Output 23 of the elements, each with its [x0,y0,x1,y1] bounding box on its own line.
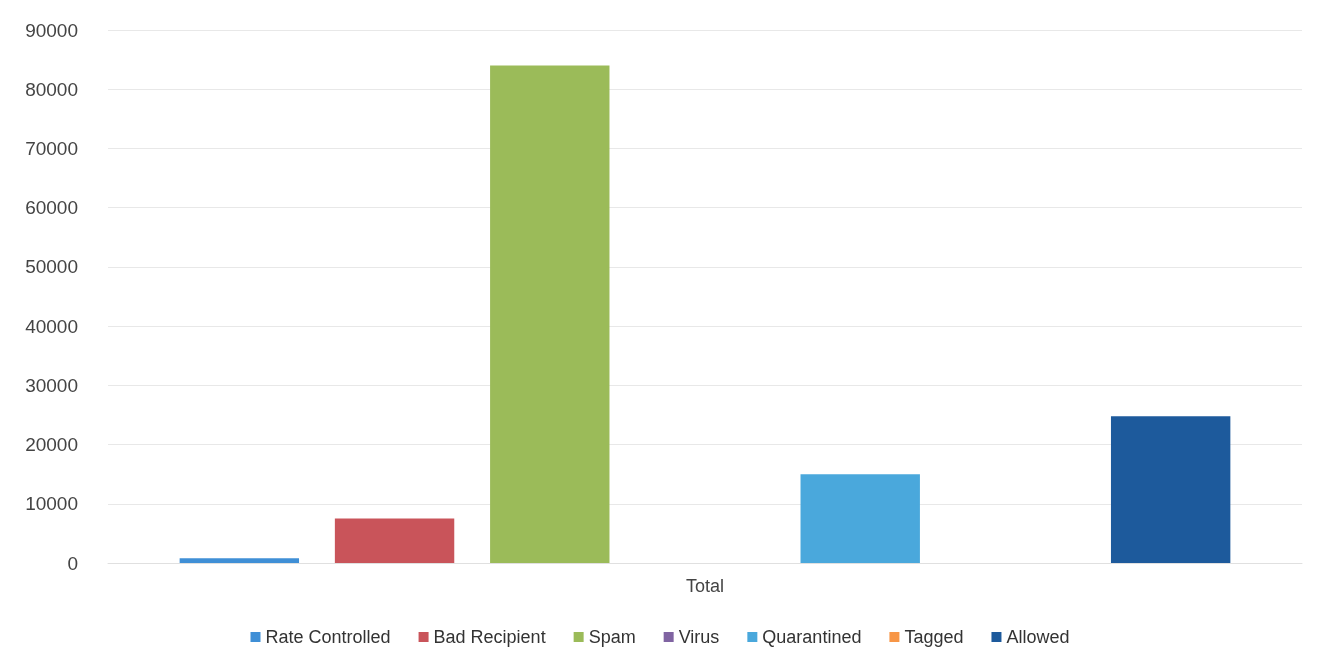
legend-label: Spam [588,627,636,647]
y-tick-label: 80000 [25,78,78,100]
y-tick-label: 40000 [25,315,78,337]
y-tick-label: 20000 [25,434,78,456]
legend-label: Tagged [904,627,964,647]
y-tick-label: 10000 [25,493,78,515]
legend-label: Quarantined [762,627,862,647]
y-tick-label: 70000 [25,137,78,159]
x-tick-label: Total [685,576,725,596]
legend-label: Bad Recipient [433,627,546,647]
y-tick-label: 30000 [25,374,78,396]
y-tick-label: 60000 [25,197,78,219]
y-tick-label: 50000 [25,256,78,278]
legend-label: Virus [678,627,720,647]
bar [334,518,455,563]
y-tick-label: 0 [67,552,78,574]
bar [490,65,610,563]
legend-label: Allowed [1006,627,1070,647]
legend-label: Rate Controlled [265,627,391,647]
bar [1110,416,1231,563]
bar [179,558,300,563]
y-tick-label: 90000 [25,19,78,41]
bar [800,474,920,563]
